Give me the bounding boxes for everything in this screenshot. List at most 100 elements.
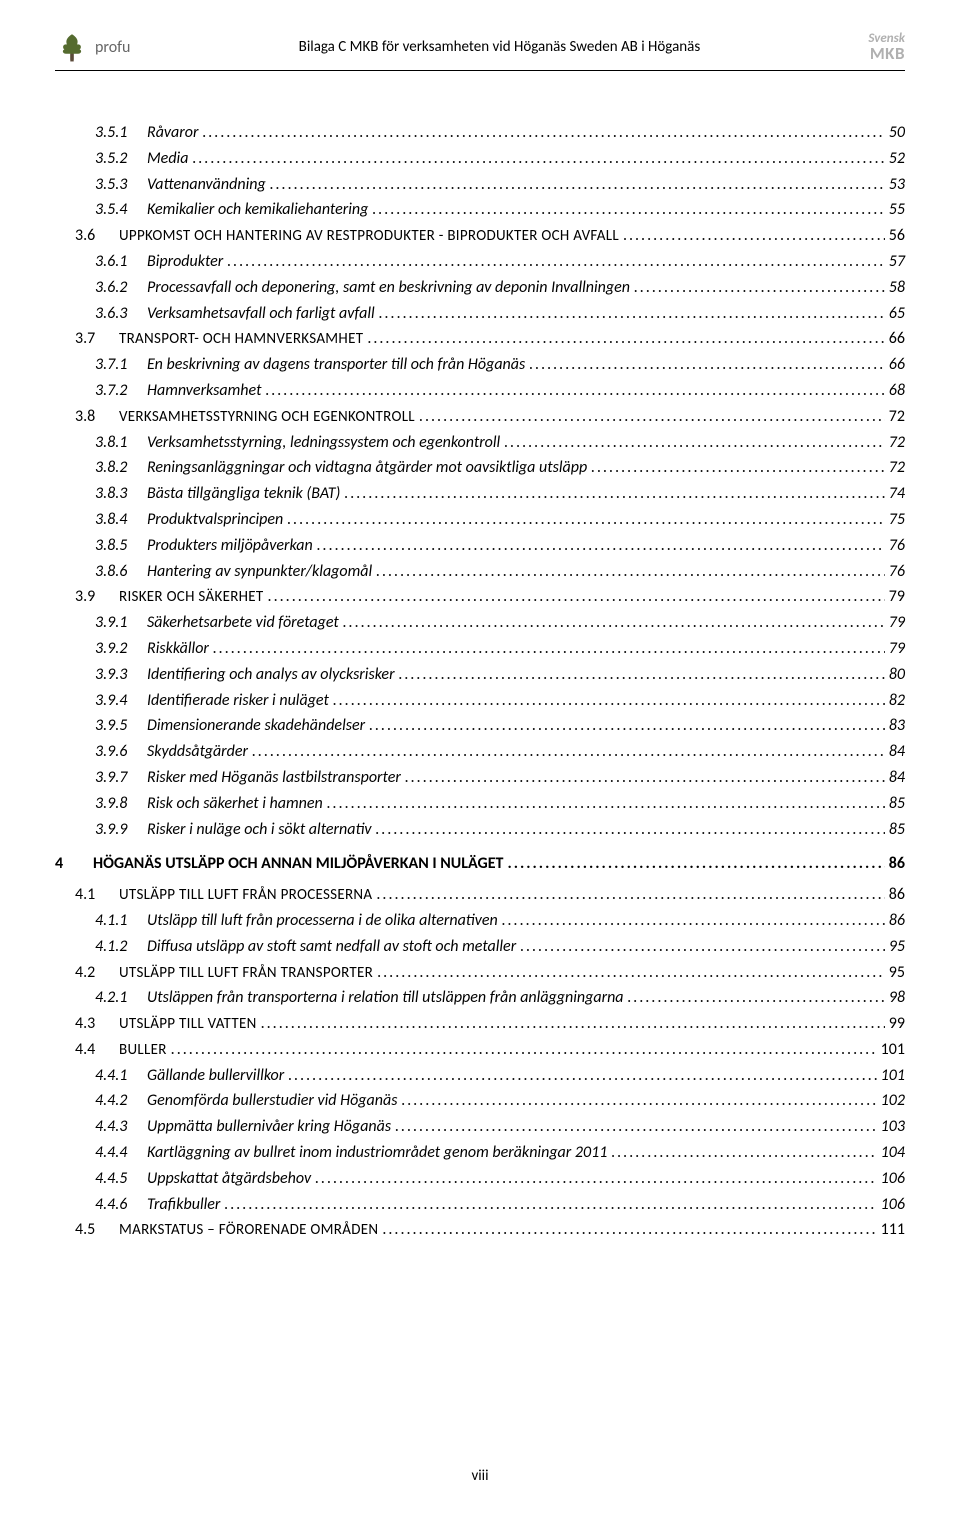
toc-leader-dots	[502, 909, 885, 934]
toc-entry-number: 4.1.2	[55, 935, 143, 960]
toc-entry-page: 80	[889, 663, 905, 688]
toc-entry-page: 111	[881, 1218, 905, 1243]
toc-entry-page: 84	[889, 766, 905, 791]
toc-entry-title: Utsläppen från transporterna i relation …	[143, 986, 624, 1011]
toc-entry-number: 3.6	[55, 224, 115, 249]
toc-entry-number: 3.5.3	[55, 173, 143, 198]
toc-entry-number: 3.9.4	[55, 689, 143, 714]
toc-leader-dots	[382, 1218, 876, 1243]
toc-entry-title: Processavfall och deponering, samt en be…	[143, 276, 630, 301]
toc-entry: 4.4.2Genomförda bullerstudier vid Höganä…	[55, 1089, 905, 1114]
toc-entry-number: 4.5	[55, 1218, 115, 1243]
toc-entry-page: 104	[881, 1141, 905, 1166]
toc-leader-dots	[202, 121, 884, 146]
toc-entry-number: 4.1	[55, 883, 115, 908]
toc-entry-page: 68	[889, 379, 905, 404]
toc-entry-number: 3.8.3	[55, 482, 143, 507]
toc-leader-dots	[399, 663, 885, 688]
toc-entry-number: 3.5.1	[55, 121, 143, 146]
toc-entry: 3.9.3Identifiering och analys av olycksr…	[55, 663, 905, 688]
toc-entry-page: 101	[881, 1064, 905, 1089]
logo-left: profu	[55, 30, 130, 64]
toc-entry-page: 79	[889, 585, 905, 610]
toc-entry-page: 65	[889, 302, 905, 327]
toc-entry: 3.6.3Verksamhetsavfall och farligt avfal…	[55, 302, 905, 327]
toc-entry-number: 4.2	[55, 961, 115, 986]
toc-entry-page: 85	[889, 792, 905, 817]
toc-entry-number: 4	[55, 852, 89, 877]
toc-leader-dots	[369, 714, 885, 739]
toc-leader-dots	[268, 585, 885, 610]
toc-entry: 3.9.2Riskkällor79	[55, 637, 905, 662]
toc-entry-number: 4.4	[55, 1038, 115, 1063]
toc-entry-page: 52	[889, 147, 905, 172]
toc-entry-title: Markstatus – förorenade områden	[115, 1219, 378, 1242]
toc-entry-title: Gällande bullervillkor	[143, 1064, 284, 1089]
toc-entry-number: 3.8.4	[55, 508, 143, 533]
toc-entry-number: 3.8.2	[55, 456, 143, 481]
toc-entry-number: 3.7	[55, 327, 115, 352]
document-page: profu Bilaga C MKB för verksamheten vid …	[0, 0, 960, 1513]
toc-leader-dots	[529, 353, 885, 378]
toc-leader-dots	[504, 431, 885, 456]
toc-entry: 3.8Verksamhetsstyrning och egenkontroll7…	[55, 405, 905, 430]
toc-entry-title: Uppmätta bullernivåer kring Höganäs	[143, 1115, 391, 1140]
toc-entry-title: Risk och säkerhet i hamnen	[143, 792, 323, 817]
toc-entry-page: 66	[889, 353, 905, 378]
toc-leader-dots	[171, 1038, 877, 1063]
toc-leader-dots	[405, 766, 885, 791]
toc-entry-number: 3.6.1	[55, 250, 143, 275]
toc-entry-number: 3.7.2	[55, 379, 143, 404]
toc-leader-dots	[317, 534, 885, 559]
toc-entry-page: 79	[889, 611, 905, 636]
toc-entry-page: 76	[889, 534, 905, 559]
toc-entry-number: 3.9.1	[55, 611, 143, 636]
toc-leader-dots	[224, 1193, 876, 1218]
toc-leader-dots	[315, 1167, 877, 1192]
toc-entry-number: 4.3	[55, 1012, 115, 1037]
toc-leader-dots	[227, 250, 885, 275]
toc-entry-page: 55	[889, 198, 905, 223]
toc-entry: 3.6.2Processavfall och deponering, samt …	[55, 276, 905, 301]
toc-entry: 3.9.6Skyddsåtgärder84	[55, 740, 905, 765]
toc-leader-dots	[376, 883, 884, 908]
toc-leader-dots	[372, 198, 884, 223]
toc-entry: 4.4.6Trafikbuller106	[55, 1193, 905, 1218]
toc-entry: 3.9.5Dimensionerande skadehändelser83	[55, 714, 905, 739]
toc-entry-title: Hamnverksamhet	[143, 379, 261, 404]
toc-entry-title: Verksamhetsstyrning och egenkontroll	[115, 406, 415, 429]
toc-entry: 3.5.3Vattenanvändning53	[55, 173, 905, 198]
toc-entry-number: 4.4.1	[55, 1064, 143, 1089]
toc-entry-title: Utsläpp till luft från transporter	[115, 962, 373, 985]
toc-entry-title: Utsläpp till luft från processerna i de …	[143, 909, 498, 934]
toc-entry-page: 102	[881, 1089, 905, 1114]
toc-entry-title: Verksamhetsstyrning, ledningssystem och …	[143, 431, 500, 456]
header-title: Bilaga C MKB för verksamheten vid Höganä…	[130, 38, 868, 56]
toc-entry: 3.7.1En beskrivning av dagens transporte…	[55, 353, 905, 378]
toc-leader-dots	[377, 961, 885, 986]
toc-leader-dots	[507, 852, 884, 877]
page-number: viii	[471, 1467, 488, 1485]
toc-entry-number: 4.4.3	[55, 1115, 143, 1140]
toc-entry-page: 57	[889, 250, 905, 275]
toc-entry-title: Trafikbuller	[143, 1193, 220, 1218]
toc-entry-title: Hantering av synpunkter/klagomål	[143, 560, 372, 585]
toc-entry-number: 3.6.3	[55, 302, 143, 327]
toc-entry-number: 3.9.8	[55, 792, 143, 817]
toc-entry-number: 3.8	[55, 405, 115, 430]
toc-leader-dots	[376, 560, 885, 585]
toc-entry-title: Verksamhetsavfall och farligt avfall	[143, 302, 375, 327]
toc-leader-dots	[288, 1064, 876, 1089]
toc-entry-number: 3.5.4	[55, 198, 143, 223]
toc-entry-number: 4.1.1	[55, 909, 143, 934]
toc-entry-title: Produktvalsprincipen	[143, 508, 283, 533]
toc-entry-page: 74	[889, 482, 905, 507]
toc-leader-dots	[376, 818, 885, 843]
toc-entry-number: 4.4.4	[55, 1141, 143, 1166]
page-header: profu Bilaga C MKB för verksamheten vid …	[55, 30, 905, 71]
toc-leader-dots	[344, 482, 884, 507]
toc-entry: 3.9.4Identifierade risker i nuläget82	[55, 689, 905, 714]
logo-right: Svensk MKB	[868, 32, 905, 62]
toc-entry: 3.9.9Risker i nuläge och i sökt alternat…	[55, 818, 905, 843]
toc-leader-dots	[419, 405, 885, 430]
